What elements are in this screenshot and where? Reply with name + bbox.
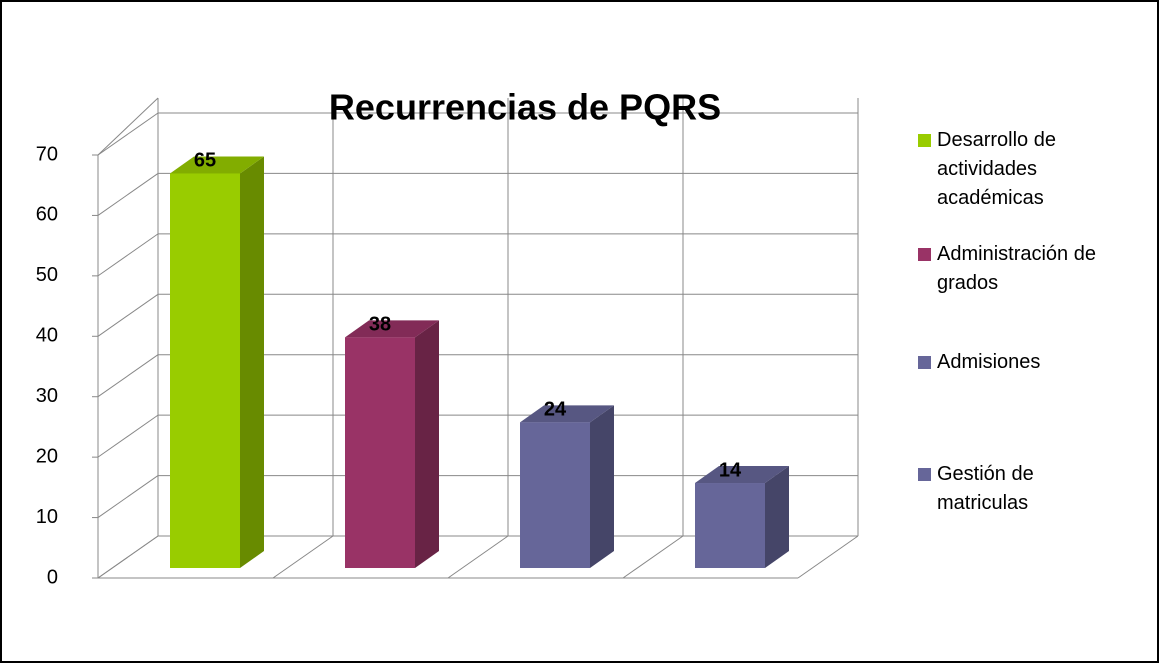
floor-line bbox=[272, 535, 334, 579]
legend-item: Admisiones bbox=[918, 348, 1118, 377]
bar bbox=[520, 422, 590, 568]
data-label: 24 bbox=[544, 399, 567, 421]
data-label: 65 bbox=[194, 150, 216, 172]
legend-swatch bbox=[918, 468, 931, 481]
bars: 65 38 24 14 bbox=[170, 150, 789, 568]
y-tick-label: 50 bbox=[36, 264, 58, 286]
bar-side bbox=[765, 466, 789, 568]
bar-side bbox=[415, 320, 439, 568]
y-tick-label: 10 bbox=[36, 506, 58, 528]
legend-item: Desarrollo de actividades académicas bbox=[918, 126, 1118, 213]
legend-swatch bbox=[918, 248, 931, 261]
legend-label: Administración de grados bbox=[937, 243, 1096, 294]
chart-title: Recurrencias de PQRS bbox=[329, 87, 721, 128]
bar-top bbox=[520, 405, 614, 423]
grid-line bbox=[97, 475, 159, 518]
bar-side bbox=[240, 156, 264, 568]
y-tick-label: 0 bbox=[47, 566, 58, 588]
legend-item: Administración de grados bbox=[918, 240, 1118, 298]
grid-line bbox=[97, 414, 159, 458]
grid-line bbox=[97, 293, 159, 337]
plot-area: 0 10 20 30 40 50 60 70 bbox=[36, 97, 859, 588]
legend-swatch bbox=[918, 356, 931, 369]
floor-line bbox=[797, 535, 859, 579]
y-tick-label: 20 bbox=[36, 445, 58, 467]
legend-item: Gestión de matriculas bbox=[918, 460, 1118, 518]
grid-line bbox=[97, 354, 159, 398]
y-tick-label: 60 bbox=[36, 204, 58, 226]
bar-top bbox=[170, 156, 264, 174]
bar-top bbox=[695, 466, 789, 484]
y-tick-label: 30 bbox=[36, 385, 58, 407]
grid-line bbox=[97, 173, 159, 216]
y-tick-label: 40 bbox=[36, 325, 58, 347]
bar bbox=[695, 483, 765, 568]
floor-line bbox=[447, 535, 509, 579]
floor-line bbox=[622, 535, 684, 579]
side-top bbox=[97, 97, 159, 156]
grid-line bbox=[97, 233, 159, 277]
y-tick-label: 70 bbox=[36, 143, 58, 165]
grid-line bbox=[97, 535, 159, 579]
grid-line bbox=[97, 112, 159, 156]
bar-side bbox=[590, 405, 614, 568]
bar bbox=[170, 173, 240, 568]
bar bbox=[345, 337, 415, 568]
data-label: 14 bbox=[719, 459, 742, 481]
data-label: 38 bbox=[369, 314, 391, 336]
legend-label: Admisiones bbox=[937, 351, 1041, 373]
legend-label: Gestión de matriculas bbox=[937, 463, 1034, 514]
legend-label: Desarrollo de actividades académicas bbox=[937, 129, 1056, 209]
bar-top bbox=[345, 320, 439, 338]
legend-swatch bbox=[918, 134, 931, 147]
